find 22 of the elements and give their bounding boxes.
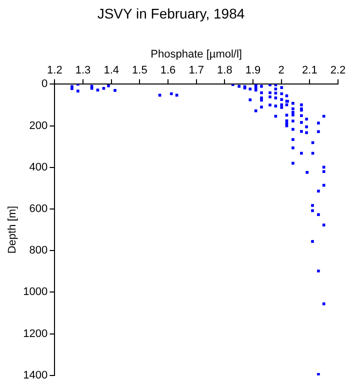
y-tick-label: 1400 (23, 369, 48, 382)
y-tick-label: 1200 (23, 328, 48, 340)
y-tick-label: 600 (29, 203, 48, 216)
y-tick-label: 400 (29, 161, 48, 174)
y-tick-label: 0 (42, 78, 48, 90)
x-tick-label: 1.3 (75, 64, 91, 77)
y-tick-label: 1000 (23, 286, 48, 298)
x-tick-label: 1.2 (47, 64, 62, 77)
x-tick-label: 1.8 (217, 64, 232, 77)
x-tick-label: 1.7 (188, 64, 204, 77)
y-axis-title: Depth [m] (6, 206, 19, 254)
chart-title: JSVY in February, 1984 (97, 5, 245, 22)
x-tick-label: 1.5 (132, 64, 148, 77)
x-tick-label: 2 (278, 64, 284, 77)
x-tick-label: 1.4 (104, 64, 119, 77)
x-axis-title: Phosphate [µmol/l] (150, 48, 242, 60)
x-tick-label: 2.2 (330, 64, 346, 77)
x-tick-label: 1.6 (160, 64, 176, 77)
y-tick-label: 200 (29, 120, 48, 132)
x-tick-label: 1.9 (245, 64, 261, 77)
y-tick-label: 800 (29, 244, 48, 257)
x-tick-label: 2.1 (302, 64, 318, 77)
